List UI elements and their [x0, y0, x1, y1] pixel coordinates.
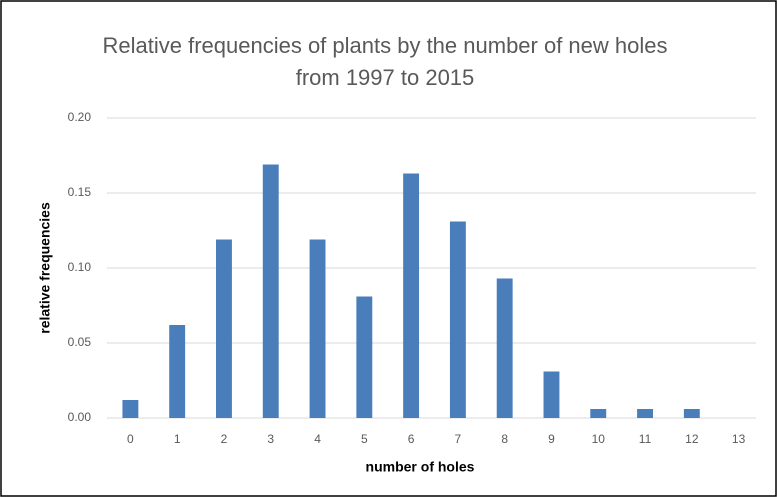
x-tick-label: 11: [639, 432, 652, 446]
y-axis-label: relative frequencies: [37, 202, 53, 334]
bar: [356, 296, 373, 418]
bar: [637, 409, 653, 418]
x-tick-label: 3: [267, 432, 274, 446]
bar: [403, 173, 420, 418]
bar: [169, 325, 186, 418]
x-tick-label: 9: [548, 432, 555, 446]
x-tick-label: 5: [361, 432, 368, 446]
x-tick-label: 2: [221, 432, 228, 446]
bar: [590, 409, 607, 418]
chart-title: Relative frequencies of plants by the nu…: [102, 33, 668, 90]
bar: [309, 239, 326, 418]
x-tick-label: 13: [732, 432, 746, 446]
x-tick-label: 4: [314, 432, 321, 446]
y-tick-label: 0.20: [68, 110, 92, 124]
bar: [262, 164, 279, 418]
x-tick-label: 8: [501, 432, 508, 446]
y-tick-label: 0.05: [68, 335, 92, 349]
bar: [683, 409, 700, 418]
bar: [543, 371, 560, 418]
x-tick-label: 6: [408, 432, 415, 446]
bar: [122, 400, 139, 418]
bar: [449, 221, 466, 418]
y-tick-label: 0.15: [68, 185, 92, 199]
x-axis-label: number of holes: [366, 459, 475, 475]
y-tick-label: 0.00: [68, 410, 92, 424]
x-tick-label: 0: [127, 432, 134, 446]
bar: [216, 239, 232, 418]
x-tick-label: 10: [592, 432, 606, 446]
x-tick-label: 7: [455, 432, 462, 446]
x-tick-label: 12: [685, 432, 699, 446]
x-tick-label: 1: [174, 432, 181, 446]
y-tick-label: 0.10: [68, 260, 92, 274]
bar: [496, 278, 513, 418]
